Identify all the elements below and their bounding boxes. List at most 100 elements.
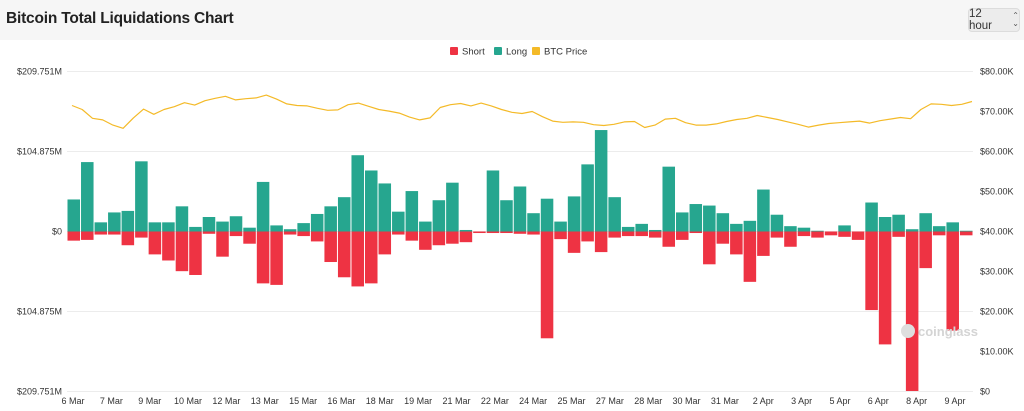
short-bar [283,231,297,235]
long-bar [419,221,432,232]
long-bar [94,222,108,232]
short-bar [337,231,351,278]
long-bar [811,230,824,232]
legend-label-btc-price: BTC Price [544,47,587,58]
short-bar [527,231,540,235]
long-bar [540,198,554,232]
interval-label: 12 hour [969,8,993,32]
long-bar [662,166,676,232]
short-bar [324,231,337,263]
short-bar [838,231,851,237]
short-bar [621,231,635,237]
short-bar [811,231,824,238]
long-bar [324,206,337,232]
y-left-tick-label: $0 [52,227,62,237]
short-bar [635,231,648,237]
long-bar [554,221,567,232]
long-bar [581,164,594,232]
long-bar [513,186,527,232]
long-bar [446,182,459,232]
legend-label-long: Long [506,47,527,58]
short-bar [135,231,148,238]
long-bar [905,229,919,232]
long-bar [121,210,135,232]
short-bar [486,231,500,234]
short-bar [554,231,567,240]
x-tick-label: 10 Mar [174,396,202,406]
short-bar [959,231,973,236]
short-bar [500,231,513,234]
short-bar [770,231,784,238]
x-tick-label: 21 Mar [442,396,470,406]
long-bar [135,161,148,232]
long-bar [932,226,946,232]
long-bar [310,213,324,232]
x-tick-label: 30 Mar [673,396,701,406]
long-bar [648,229,662,232]
watermark: coinglass [901,324,978,339]
long-bar [67,199,81,232]
x-tick-label: 16 Mar [327,396,355,406]
y-left-tick-label: $209.751M [17,67,62,77]
short-bar [608,231,621,238]
long-bar [229,216,243,232]
long-bar [364,170,378,232]
x-tick-label: 18 Mar [366,396,394,406]
y-right-tick-label: $20.00K [980,307,1014,317]
short-bar [784,231,797,247]
x-tick-label: 9 Apr [944,396,965,406]
y-right-tick-label: $0 [980,387,990,397]
short-bar [446,231,459,244]
long-bar [378,183,392,232]
short-bar [689,231,703,234]
x-tick-label: 28 Mar [634,396,662,406]
short-bar [419,231,432,250]
long-bar [337,197,351,232]
long-bar [297,223,310,232]
x-tick-label: 19 Mar [404,396,432,406]
short-bar [851,231,865,240]
x-tick-label: 12 Mar [212,396,240,406]
legend-swatch-btc-price [532,47,540,55]
short-bar [919,231,932,269]
legend-swatch-long [494,47,502,55]
short-bar [797,231,811,237]
short-bar [162,231,175,261]
long-bar [703,205,716,232]
x-tick-label: 27 Mar [596,396,624,406]
x-tick-label: 3 Apr [791,396,812,406]
short-bar [594,231,608,253]
long-bar [486,170,500,232]
long-bar [270,225,283,232]
long-bar [878,217,892,232]
short-bar [932,231,946,236]
short-bar [648,231,662,238]
y-left-tick-label: $209.751M [17,387,62,397]
short-bar [567,231,581,253]
legend-label-short: Short [462,47,485,58]
short-bar [757,231,770,256]
x-tick-label: 6 Apr [868,396,889,406]
long-bar [202,217,216,232]
short-bar [513,231,527,234]
short-bar [297,231,310,237]
short-bar [878,231,892,345]
x-tick-label: 13 Mar [251,396,279,406]
left-axis: $209.751M $104.875M $0 $104.875M $209.751M [17,67,62,397]
long-bar [784,226,797,232]
short-bar [892,231,905,237]
short-bar [229,231,243,237]
short-bar [121,231,135,246]
x-tick-label: 15 Mar [289,396,317,406]
x-tick-label: 31 Mar [711,396,739,406]
short-bar [243,231,256,244]
interval-select[interactable]: 12 hour ⌃ ⌄ [968,8,1020,32]
long-bar [256,181,270,232]
x-tick-label: 5 Apr [829,396,850,406]
x-tick-label: 25 Mar [558,396,586,406]
short-bar [743,231,757,282]
short-bar [378,231,392,255]
y-right-tick-label: $30.00K [980,267,1014,277]
long-bar [527,213,540,232]
x-tick-label: 22 Mar [481,396,509,406]
